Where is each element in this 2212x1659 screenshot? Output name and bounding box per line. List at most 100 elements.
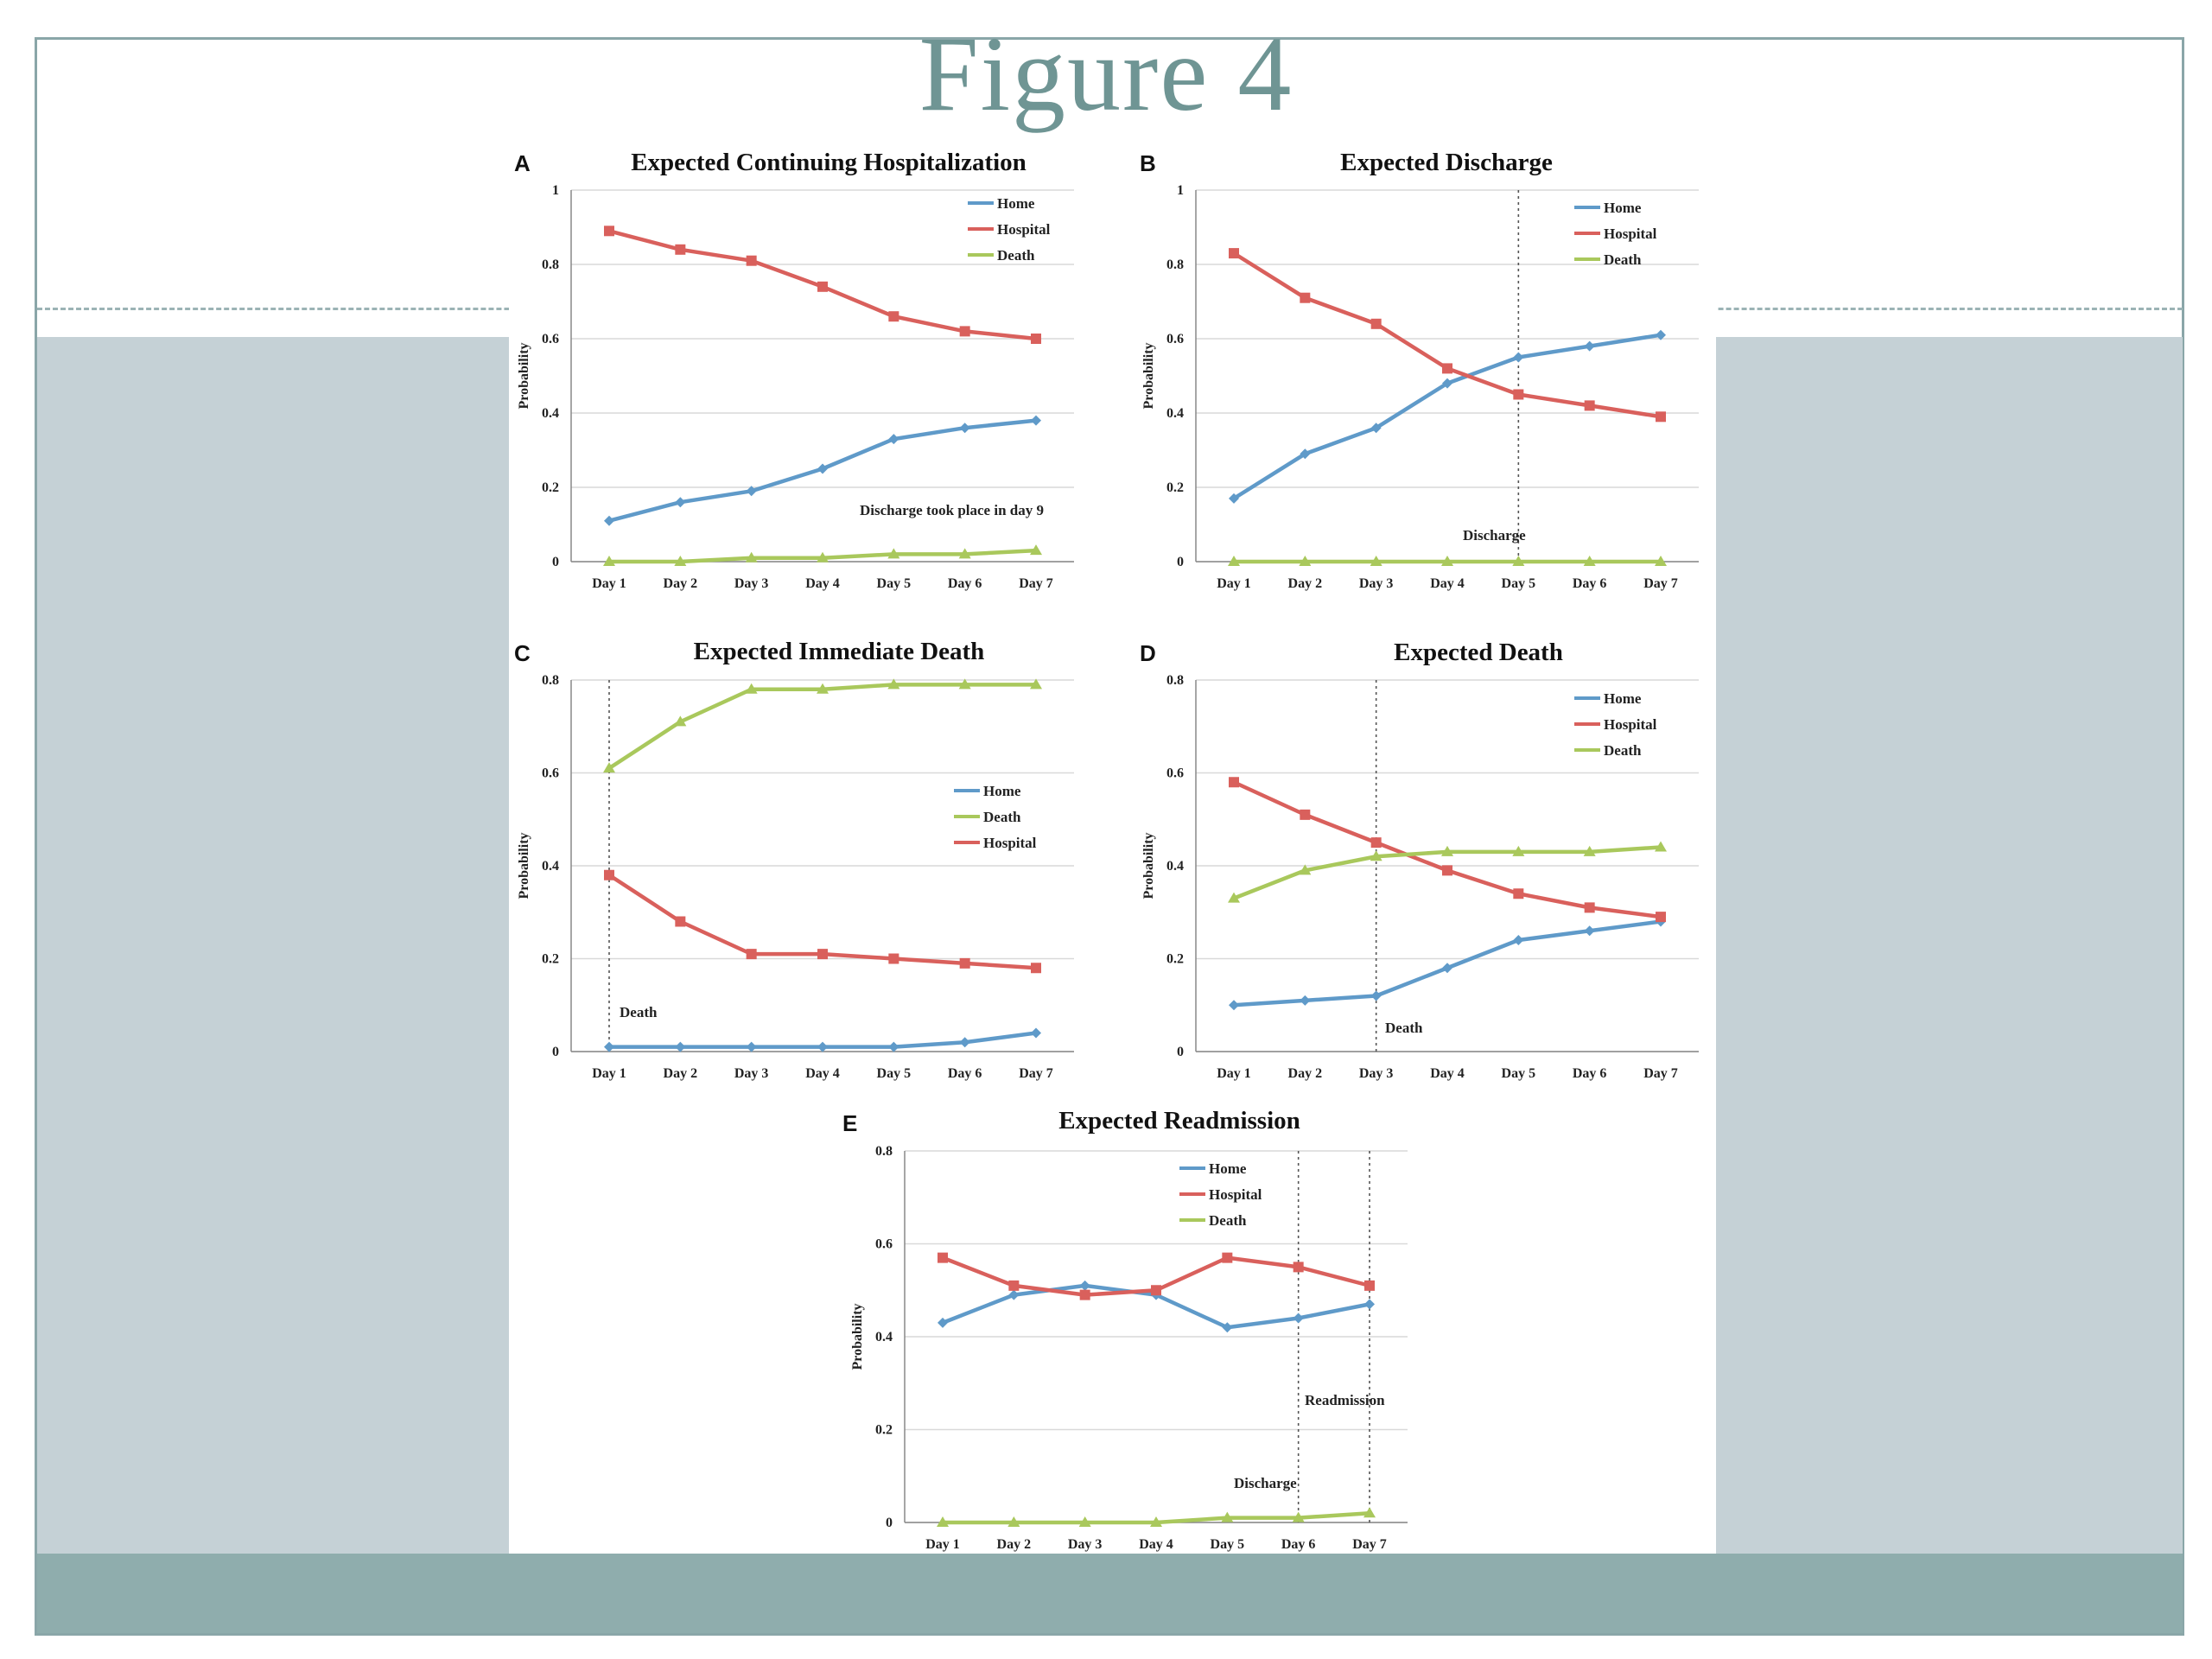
legend-label: Hospital <box>997 221 1051 238</box>
data-point-hospital <box>1656 411 1666 423</box>
y-tick-label: 0.6 <box>1166 332 1184 346</box>
x-tick-label: Day 5 <box>1502 1066 1536 1081</box>
panel-letter: A <box>514 150 531 176</box>
data-point-home <box>888 1041 899 1052</box>
slide-footer-band <box>37 1554 2183 1633</box>
panel-letter: C <box>514 640 531 666</box>
y-tick-label: 0.4 <box>1166 859 1184 874</box>
data-point-hospital <box>817 949 828 960</box>
y-tick-label: 0.4 <box>875 1330 893 1344</box>
x-tick-label: Day 5 <box>877 1066 912 1081</box>
y-axis-label: Probability <box>517 832 531 899</box>
y-tick-label: 0.8 <box>542 257 559 272</box>
chart-title: Expected Readmission <box>1058 1107 1300 1135</box>
data-point-home <box>1008 1289 1020 1300</box>
data-point-home <box>1031 1027 1041 1039</box>
data-point-death <box>1583 845 1596 856</box>
data-point-home <box>675 1041 686 1052</box>
data-point-death <box>817 551 829 563</box>
x-tick-label: Day 5 <box>1211 1537 1245 1552</box>
data-point-hospital <box>1370 318 1382 329</box>
x-tick-label: Day 6 <box>1573 576 1607 591</box>
x-tick-label: Day 2 <box>1288 576 1323 591</box>
data-point-death <box>745 683 758 694</box>
data-point-home <box>1300 448 1311 460</box>
y-tick-label: 0.6 <box>542 766 559 781</box>
data-point-hospital <box>1222 1252 1233 1263</box>
data-point-hospital <box>817 281 828 292</box>
y-tick-label: 0.2 <box>542 952 559 967</box>
data-point-home <box>1656 329 1666 340</box>
data-point-hospital <box>1031 334 1041 344</box>
x-tick-label: Day 2 <box>664 576 698 591</box>
series-line-hospital <box>1232 251 1662 419</box>
data-point-death <box>1228 892 1240 903</box>
x-tick-label: Day 7 <box>1643 576 1678 591</box>
data-point-home <box>675 497 686 508</box>
y-tick-label: 0.2 <box>1166 952 1184 967</box>
legend-label: Death <box>1209 1212 1247 1229</box>
figure-panel: A Expected Continuing Hospitalization 0 0.2… <box>509 147 1716 1554</box>
x-tick-label: Day 7 <box>1019 576 1053 591</box>
legend-label: Home <box>997 195 1035 212</box>
data-point-death <box>1512 556 1525 566</box>
legend-label: Home <box>1209 1160 1247 1177</box>
x-tick-label: Day 6 <box>948 576 982 591</box>
chart-panel-e: E Expected Readmission 0 0.2 0.4 0.6 0.8 Day 1 D… <box>842 1107 1408 1552</box>
data-point-hospital <box>1079 1289 1090 1300</box>
data-point-death <box>1655 556 1667 566</box>
y-tick-label: 0.6 <box>875 1237 893 1252</box>
x-tick-label: Day 4 <box>1430 576 1465 591</box>
x-tick-label: Day 7 <box>1019 1066 1053 1081</box>
x-tick-label: Day 3 <box>734 1066 769 1081</box>
data-point-hospital <box>1300 292 1311 303</box>
data-point-home <box>1293 1313 1304 1324</box>
series-line-home <box>1232 333 1662 500</box>
data-point-hospital <box>604 226 614 237</box>
data-point-death <box>1078 1516 1091 1527</box>
x-tick-label: Day 4 <box>1139 1537 1173 1552</box>
data-point-home <box>1513 352 1524 363</box>
x-tick-label: Day 6 <box>1573 1066 1607 1081</box>
data-point-death <box>1441 556 1453 566</box>
data-point-hospital <box>888 311 899 322</box>
data-point-hospital <box>746 255 757 266</box>
chart-panel-a: A Expected Continuing Hospitalization 0 0.2… <box>514 149 1074 591</box>
y-tick-label: 0.4 <box>542 406 559 421</box>
data-point-home <box>959 1037 970 1048</box>
y-tick-label: 0.8 <box>542 673 559 688</box>
data-point-death <box>1370 556 1382 566</box>
x-tick-label: Day 1 <box>1217 576 1251 591</box>
data-point-death <box>1512 845 1525 856</box>
data-point-hospital <box>1300 809 1311 820</box>
data-point-hospital <box>1370 837 1382 849</box>
x-tick-label: Day 1 <box>1217 1066 1251 1081</box>
y-tick-label: 1 <box>552 183 559 198</box>
y-tick-label: 0.8 <box>1166 257 1184 272</box>
data-point-hospital <box>959 326 970 337</box>
data-point-home <box>1222 1322 1233 1333</box>
x-tick-label: Day 5 <box>877 576 912 591</box>
data-point-home <box>1370 423 1382 434</box>
legend-label: Hospital <box>1604 226 1657 242</box>
x-tick-label: Day 6 <box>948 1066 982 1081</box>
y-axis-label: Probability <box>1141 832 1156 899</box>
y-axis-label: Probability <box>850 1303 865 1370</box>
data-point-home <box>1513 935 1524 945</box>
event-marker-label: Readmission <box>1305 1392 1385 1408</box>
y-tick-label: 1 <box>1177 183 1184 198</box>
y-tick-label: 0 <box>552 1045 559 1059</box>
data-point-death <box>1363 1507 1376 1518</box>
data-point-hospital <box>1584 400 1595 411</box>
chart-title: Expected Death <box>1394 639 1563 666</box>
data-point-home <box>1370 990 1382 1001</box>
panel-letter: E <box>842 1110 857 1136</box>
event-marker-label: Death <box>1385 1020 1423 1036</box>
y-axis-label: Probability <box>1141 342 1156 409</box>
data-point-hospital <box>604 869 614 880</box>
y-tick-label: 0 <box>1177 555 1184 569</box>
legend-label: Death <box>1604 251 1642 268</box>
data-point-home <box>888 434 899 445</box>
data-point-death <box>958 548 971 559</box>
legend-label: Home <box>1604 690 1642 707</box>
